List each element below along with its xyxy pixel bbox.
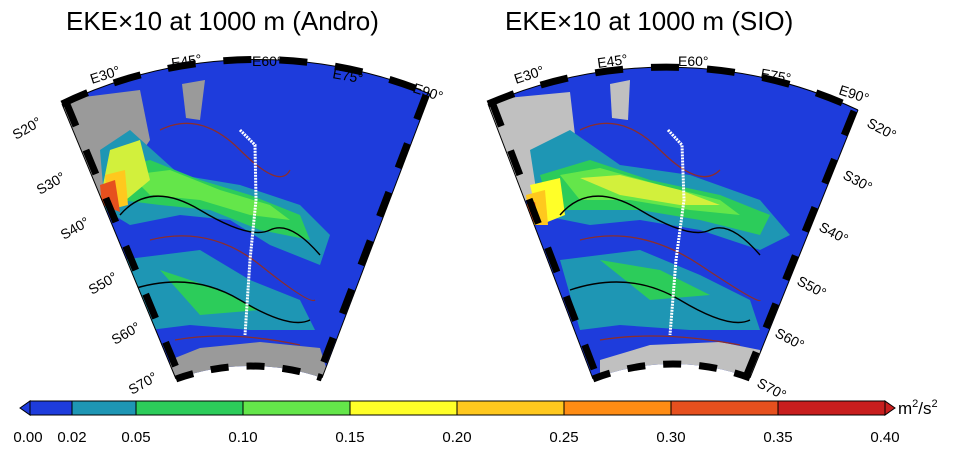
lat-label: S40° xyxy=(58,213,92,242)
lon-label: E45° xyxy=(596,51,628,71)
panel-title-andro: EKE×10 at 1000 m (Andro) xyxy=(66,6,379,36)
colorbar-tick: 0.20 xyxy=(442,429,471,446)
colorbar-tick: 0.00 xyxy=(13,429,42,446)
lat-label: S50° xyxy=(86,268,120,297)
map-andro: E30° E45° E60° E75° E90° S20° S30° S40° … xyxy=(10,51,446,398)
lon-label: E45° xyxy=(170,51,202,71)
colorbar-tick: 0.10 xyxy=(228,429,257,446)
colorbar-tick: 0.05 xyxy=(121,429,150,446)
land-madagascar xyxy=(610,80,630,120)
lat-label: S20° xyxy=(865,115,899,143)
lat-label: S60° xyxy=(109,318,143,347)
lat-label: S70° xyxy=(755,375,789,403)
colorbar-segment xyxy=(778,401,885,415)
colorbar-over-arrow xyxy=(884,400,896,416)
colorbar-segment xyxy=(564,401,671,415)
colorbar-segment xyxy=(136,401,243,415)
colorbar: 0.00 0.02 0.05 0.10 0.15 0.20 0.25 0.30 … xyxy=(13,398,937,446)
colorbar-segment xyxy=(350,401,457,415)
colorbar-under-arrow xyxy=(19,400,31,416)
colorbar-tick: 0.40 xyxy=(870,429,899,446)
colorbar-segment xyxy=(457,401,564,415)
lat-label: S60° xyxy=(773,325,807,353)
lon-label: E75° xyxy=(759,65,792,86)
colorbar-segment xyxy=(72,401,136,415)
lon-label: E60° xyxy=(252,53,283,69)
lat-label: S30° xyxy=(841,167,875,195)
colorbar-segment xyxy=(243,401,350,415)
lat-label: S70° xyxy=(126,368,160,397)
lat-label: S20° xyxy=(10,113,44,142)
colorbar-tick: 0.15 xyxy=(335,429,364,446)
colorbar-tick: 0.35 xyxy=(763,429,792,446)
lon-label: E60° xyxy=(678,53,709,69)
colorbar-tick: 0.30 xyxy=(656,429,685,446)
lon-label: E75° xyxy=(331,65,364,86)
lat-label: S40° xyxy=(817,219,851,247)
panel-title-sio: EKE×10 at 1000 m (SIO) xyxy=(505,6,794,36)
colorbar-segment xyxy=(30,401,72,415)
colorbar-tick: 0.02 xyxy=(57,429,86,446)
colorbar-tick: 0.25 xyxy=(549,429,578,446)
land-madagascar xyxy=(182,80,205,120)
colorbar-unit: m2/s2 xyxy=(898,398,938,418)
lat-label: S30° xyxy=(34,168,68,197)
colorbar-segment xyxy=(671,401,778,415)
map-sio: E30° E45° E60° E75° E90° S20° S30° S40° … xyxy=(486,51,899,403)
lat-label: S50° xyxy=(795,273,829,301)
